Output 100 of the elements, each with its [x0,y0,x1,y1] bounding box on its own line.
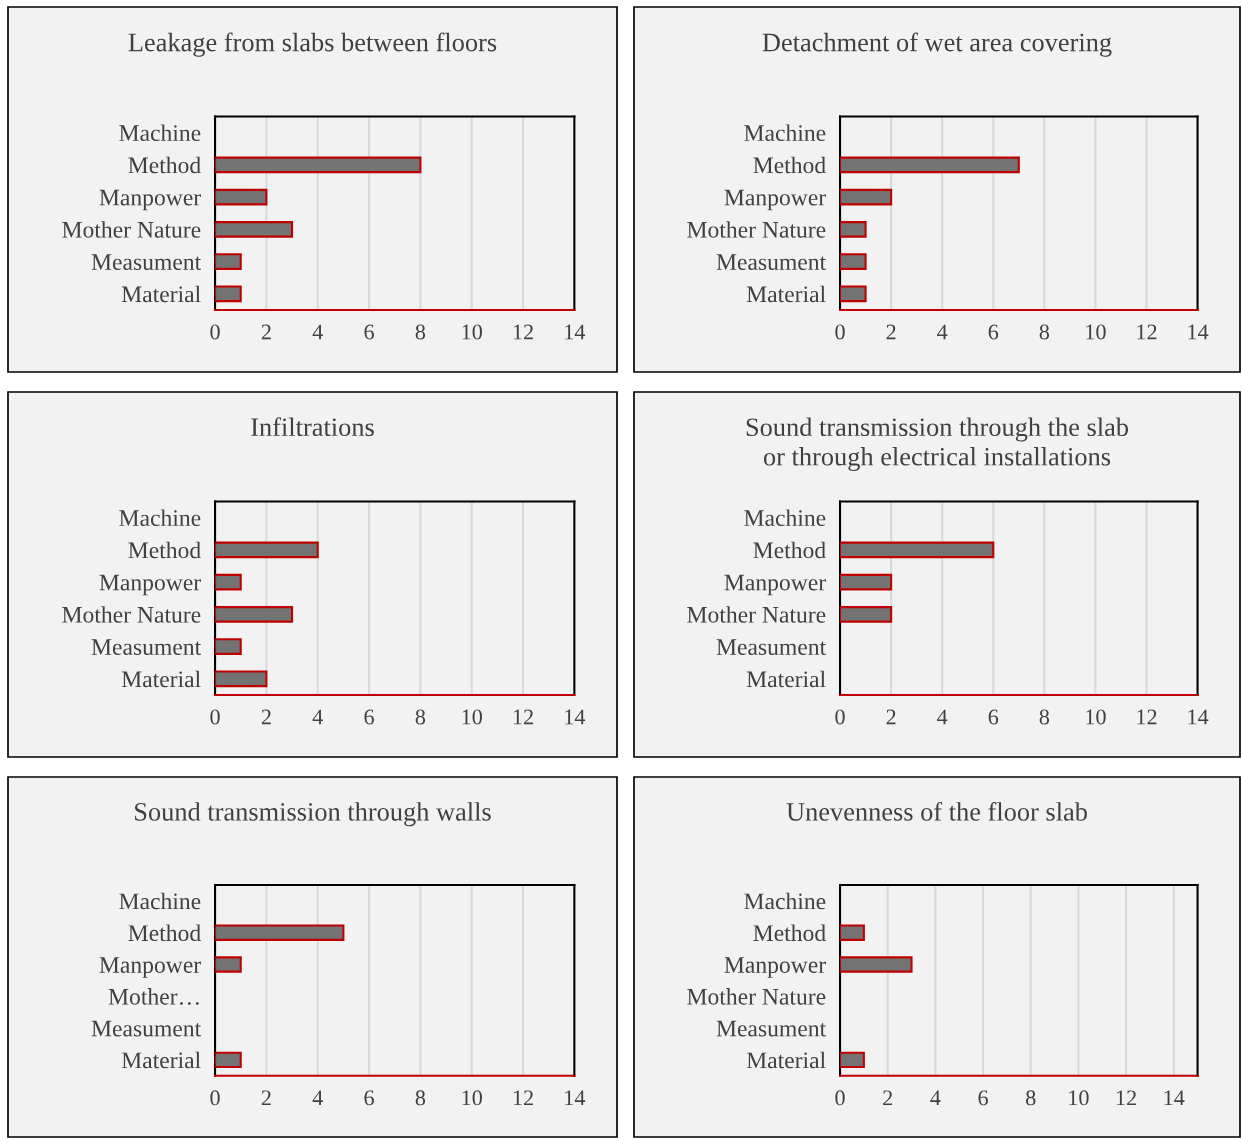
chart-title: Detachment of wet area covering [762,32,1112,57]
x-tick-label: 4 [937,709,948,725]
bar [215,638,242,655]
x-tick-label: 14 [1188,709,1209,725]
y-tick-label: Method [753,156,826,174]
x-tick-label: 0 [835,709,845,725]
bar [840,285,867,303]
chart-title: Leakage from slabs between floors [128,32,497,57]
y-tick-label: Machine [744,509,826,527]
x-tick-label: 10 [462,1090,482,1106]
x-tick-label: 2 [261,324,271,340]
x-tick-label: 10 [1086,324,1106,340]
x-tick-label: 6 [364,1090,374,1106]
x-tick-label: 4 [930,1090,941,1106]
bar [215,606,294,623]
y-tick-label: Measument [716,254,827,271]
x-tick-label: 14 [565,324,586,340]
y-tick-label: Manpower [99,957,201,978]
chart-title: Infiltrations [251,417,374,437]
bar [215,221,294,238]
x-tick-label: 0 [835,1090,845,1106]
x-tick-label: 14 [1164,1090,1185,1106]
x-tick-label: 12 [513,1090,533,1106]
y-tick-label: Measument [91,1020,202,1037]
bar [840,156,1020,174]
y-tick-label: Mother Nature [62,606,201,623]
y-tick-label: Material [121,1051,201,1069]
x-tick-label: 6 [364,709,374,725]
x-tick-label: 10 [1069,1090,1089,1106]
bar [215,670,268,688]
y-tick-label: Manpower [724,574,826,596]
y-tick-label: Material [121,670,201,688]
x-tick-label: 4 [937,324,948,340]
y-tick-label: Mother Nature [62,221,201,238]
chart-title: Unevenness of the floor slab [786,801,1087,821]
y-tick-label: Manpower [724,189,826,211]
x-tick-label: 8 [415,709,426,725]
y-tick-label: Method [128,541,201,559]
y-tick-label: Mother Nature [687,606,826,623]
chart-title: Sound transmission through the slab or through electrical installations [746,417,1129,472]
y-tick-label: Measument [91,639,202,656]
x-tick-label: 0 [210,1090,220,1106]
x-tick-label: 10 [462,709,482,725]
x-tick-label: 2 [886,709,896,725]
y-tick-label: Mother Nature [687,988,826,1005]
y-tick-label: Material [746,670,826,688]
x-tick-label: 6 [978,1090,988,1106]
x-tick-label: 2 [261,709,271,725]
x-tick-label: 6 [364,324,374,340]
bar [215,541,319,559]
y-tick-label: Manpower [99,574,201,596]
x-tick-label: 8 [415,1090,426,1106]
bar [840,188,893,206]
x-tick-label: 12 [513,324,533,340]
x-tick-label: 14 [565,709,586,725]
chart-title: Sound transmission through walls [135,802,491,827]
y-tick-label: Machine [119,892,201,910]
y-tick-label: Material [746,1051,826,1069]
bar [215,253,242,270]
bar [215,156,422,174]
y-tick-label: Material [746,285,826,303]
x-tick-label: 0 [210,709,220,725]
y-tick-label: Material [121,285,201,303]
x-tick-label: 12 [1116,1090,1136,1106]
x-tick-label: 8 [1039,709,1050,725]
x-tick-label: 8 [1039,324,1050,340]
x-tick-label: 4 [312,324,323,340]
x-tick-label: 2 [886,324,896,340]
y-tick-label: Machine [119,124,201,142]
x-tick-label: 2 [261,1090,271,1106]
y-tick-label: Measument [716,639,827,656]
y-tick-label: Measument [716,1020,827,1037]
y-tick-label: Machine [744,124,826,142]
x-tick-label: 12 [513,709,533,725]
x-tick-label: 6 [988,709,999,725]
y-tick-label: Manpower [724,957,826,978]
y-tick-label: Method [753,924,826,942]
y-tick-label: Machine [744,892,826,910]
x-tick-label: 0 [210,324,220,340]
x-tick-label: 14 [565,1090,586,1106]
x-tick-label: 6 [988,324,999,340]
x-tick-label: 14 [1188,324,1209,340]
x-tick-label: 8 [415,324,426,340]
bar [215,285,242,303]
y-tick-label: Measument [91,254,202,271]
bar [215,573,242,591]
x-tick-label: 10 [462,324,482,340]
bar [215,188,268,206]
x-tick-label: 2 [883,1090,893,1106]
y-tick-label: Mother Nature [687,221,826,238]
x-tick-label: 12 [1137,709,1157,725]
x-tick-label: 4 [312,1090,323,1106]
bar [840,253,867,270]
x-tick-label: 0 [835,324,845,340]
x-tick-label: 12 [1137,324,1157,340]
y-tick-label: Method [753,541,826,559]
x-tick-label: 10 [1086,709,1106,725]
y-tick-label: Manpower [99,189,201,211]
bar [840,221,867,238]
y-tick-label: Machine [119,509,201,527]
